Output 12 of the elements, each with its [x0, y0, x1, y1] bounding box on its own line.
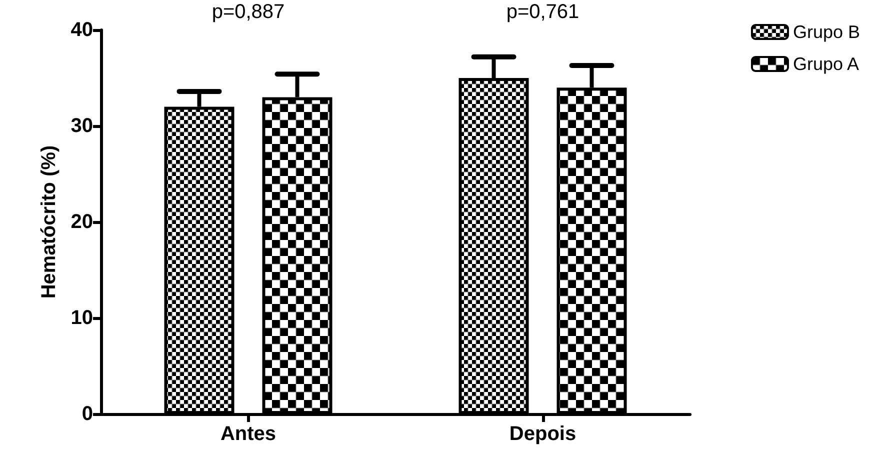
x-tick-label: Depois [509, 423, 576, 445]
text: p=0,761 [506, 1, 580, 23]
y-tick-label: 30 [70, 115, 93, 137]
legend-label: Grupo B [792, 22, 860, 42]
y-tick-label: 40 [70, 19, 93, 41]
y-tick-label: 20 [70, 211, 93, 233]
text: p=0,887 [212, 1, 285, 23]
y-axis-title: Hematócrito (%) [38, 145, 60, 299]
y-tick-label: 10 [70, 307, 93, 329]
legend-label: Grupo A [792, 54, 860, 74]
x-tick-label: Antes [220, 423, 276, 445]
y-tick-label: 0 [82, 403, 93, 425]
